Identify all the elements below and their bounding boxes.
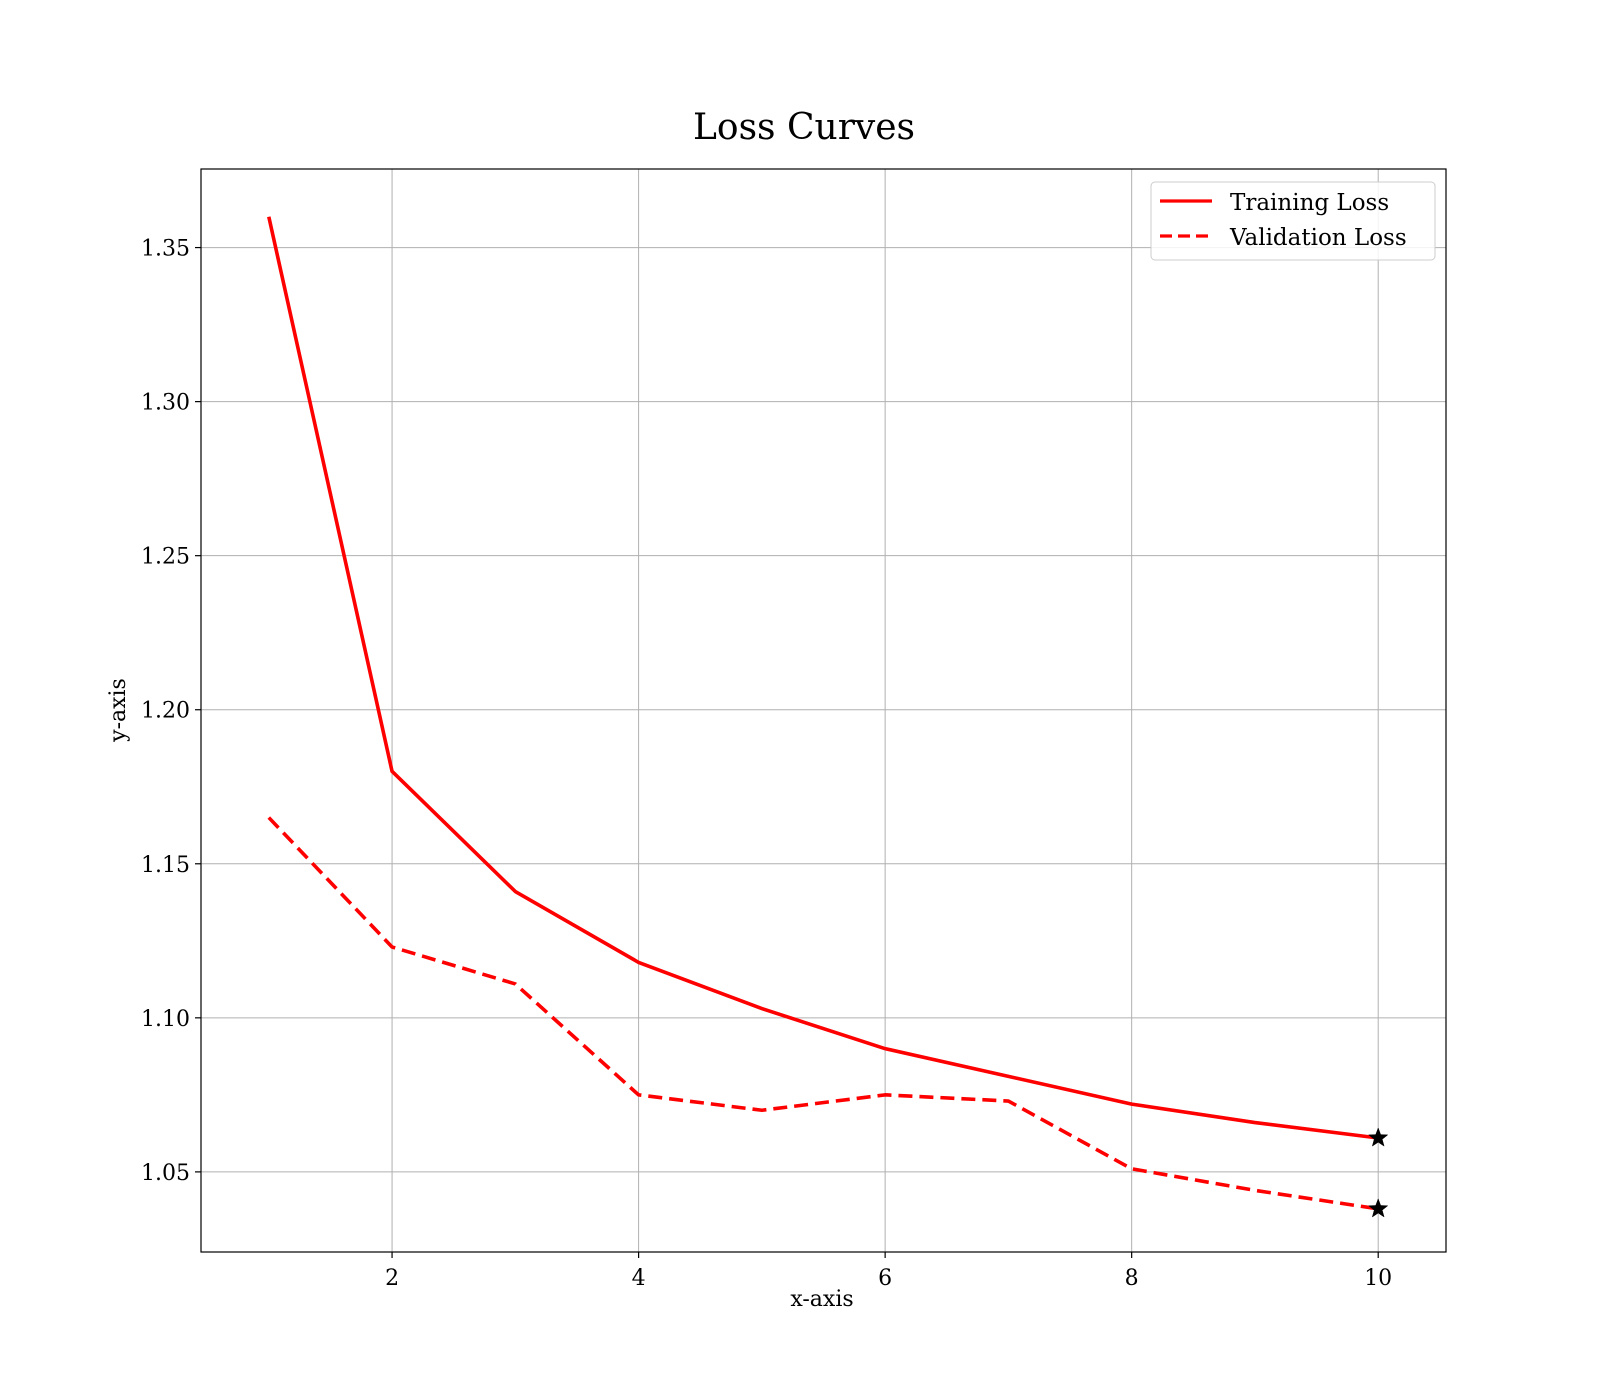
training-loss-line [267,216,1379,1140]
y-tick-label: 1.15 [141,853,190,878]
y-tick-label: 1.20 [141,699,190,724]
x-tick-label: 6 [878,1266,892,1291]
x-tick-label: 2 [385,1266,399,1291]
y-axis-label: y-axis [106,678,131,743]
end-markers [1368,1127,1389,1218]
legend: Training Loss Validation Loss [1150,181,1436,261]
y-tick-label: 1.10 [141,1007,190,1032]
legend-training-label: Training Loss [1230,190,1389,216]
x-tick-label: 10 [1364,1266,1392,1291]
y-tick-label: 1.35 [141,237,190,262]
legend-validation-label: Validation Loss [1229,225,1407,251]
training-loss-end-star-icon [1368,1127,1389,1147]
series-layer [267,216,1379,1211]
y-tick-label: 1.30 [141,391,190,416]
y-axis-ticks: 1.05 1.10 1.15 1.20 1.25 1.30 1.35 [141,237,201,1186]
y-tick-label: 1.25 [141,545,190,570]
validation-loss-end-star-icon [1368,1198,1389,1218]
legend-box [1150,181,1436,261]
chart-title: Loss Curves [693,107,915,148]
x-tick-label: 4 [632,1266,646,1291]
x-axis-ticks: 2 4 6 8 10 [385,1252,1392,1291]
x-axis-label: x-axis [790,1287,853,1312]
validation-loss-line [267,816,1379,1211]
plot-area-frame [200,168,1447,1253]
grid [201,169,1446,1252]
x-tick-label: 8 [1125,1266,1139,1291]
y-tick-label: 1.05 [141,1161,190,1186]
